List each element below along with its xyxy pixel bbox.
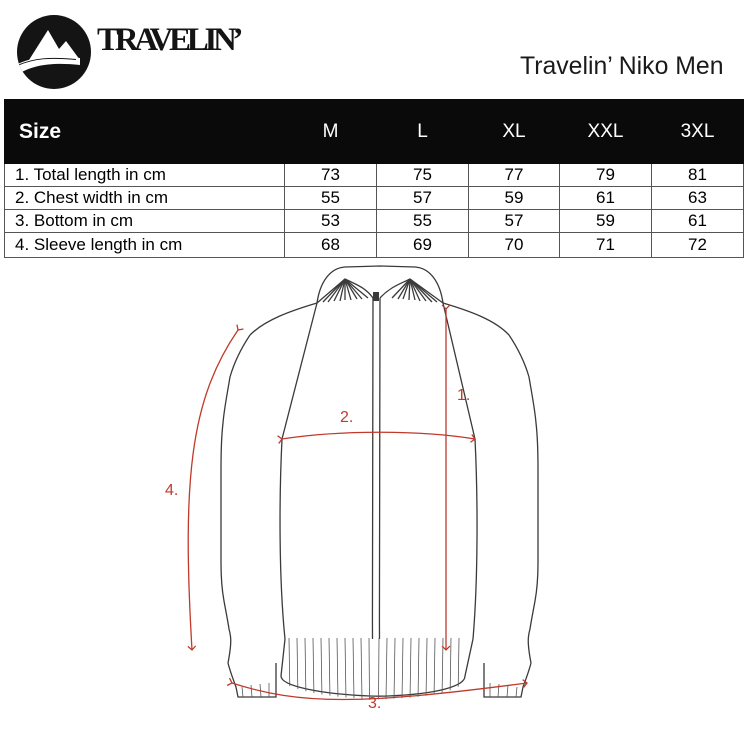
svg-text:2.: 2. (340, 409, 353, 426)
svg-text:1.: 1. (457, 387, 470, 404)
svg-text:4.: 4. (165, 482, 178, 499)
svg-text:3.: 3. (368, 695, 381, 712)
